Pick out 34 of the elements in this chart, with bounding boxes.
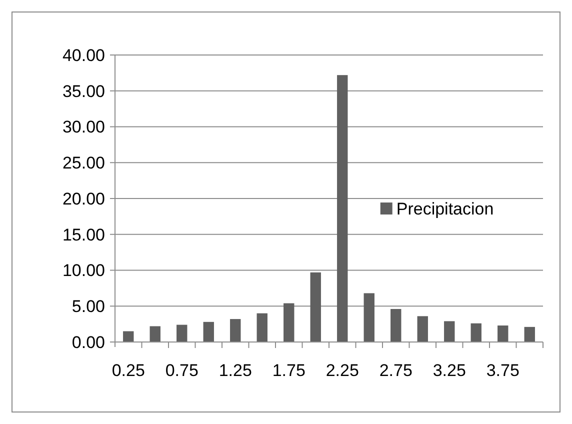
y-tick-label: 25.00 [62,154,105,173]
x-tick-label: 1.25 [218,361,252,380]
bar [123,331,134,342]
x-tick-label: 1.75 [272,361,306,380]
bar [470,323,482,342]
y-tick-label: 5.00 [72,297,105,316]
bar [150,326,160,342]
x-tick-label: 0.25 [112,361,145,380]
x-tick-label: 2.75 [379,361,412,380]
bar [230,319,241,342]
x-tick-label: 0.75 [165,361,198,380]
y-tick-label: 10.00 [62,261,105,280]
bar [256,313,268,342]
x-tick-label: 3.75 [486,361,520,380]
y-tick-label: 20.00 [62,189,105,208]
y-tick-label: 0.00 [72,332,105,352]
y-tick-label: 40.00 [62,46,105,65]
bar [524,326,535,342]
bar [176,324,188,342]
y-tick-label: 30.00 [62,118,105,137]
bar [203,322,214,342]
bar [417,316,428,342]
y-tick-label: 35.00 [62,82,105,101]
y-tick-label: 15.00 [62,225,105,244]
bar [337,75,348,342]
bar [364,293,374,342]
bar [310,272,321,342]
x-tick-label: 3.25 [432,361,466,380]
x-tick-label: 2.25 [326,361,359,380]
bar [390,308,402,342]
legend-label: Precipitacion [396,199,494,218]
bar [444,321,455,342]
bar [284,303,294,342]
bar [498,325,508,342]
